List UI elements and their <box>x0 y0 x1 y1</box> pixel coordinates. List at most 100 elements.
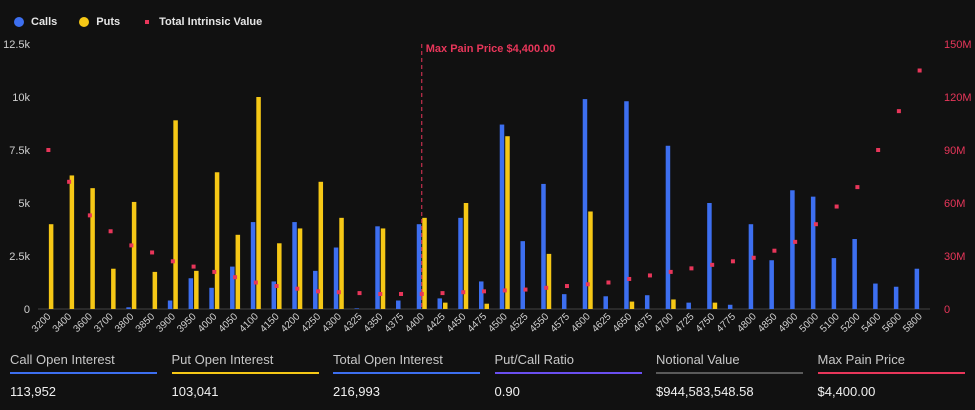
intrinsic-value-marker <box>606 280 611 285</box>
right-axis-tick-label: 60M <box>944 198 965 210</box>
put-bar <box>48 224 54 309</box>
stat-value: 0.90 <box>494 384 520 399</box>
stat-underline <box>494 372 642 374</box>
x-axis-tick-label: 4600 <box>569 311 593 335</box>
call-bar <box>541 183 546 309</box>
call-bar <box>665 145 671 309</box>
stat-label: Notional Value <box>656 352 740 367</box>
left-axis-tick-label: 5k <box>18 198 30 210</box>
put-bar <box>90 188 95 309</box>
x-axis-tick-label: 3850 <box>134 311 158 335</box>
intrinsic-value-marker <box>917 68 922 73</box>
stats-bar: Call Open Interest 113,952 Put Open Inte… <box>0 346 975 410</box>
intrinsic-value-marker <box>710 262 715 267</box>
stat-label: Total Open Interest <box>333 352 443 367</box>
x-axis-tick-label: 5100 <box>818 311 842 335</box>
put-bar <box>235 234 241 309</box>
legend-item-puts[interactable]: Puts <box>79 16 120 28</box>
x-axis-tick-label: 4625 <box>590 311 614 335</box>
put-bar <box>277 243 282 309</box>
stat-underline <box>656 372 803 374</box>
call-bar <box>479 281 484 309</box>
x-axis-tick-label: 4900 <box>777 311 801 335</box>
call-bar <box>313 270 318 309</box>
call-bar <box>769 260 774 309</box>
intrinsic-value-marker <box>502 288 507 293</box>
intrinsic-value-marker <box>896 109 901 114</box>
stat-underline <box>10 372 157 374</box>
put-bar <box>712 302 718 309</box>
puts-legend-marker <box>79 17 90 27</box>
stat-value: 103,041 <box>171 384 219 399</box>
legend-item-intrinsic-value[interactable]: Total Intrinsic Value <box>142 16 262 28</box>
max-pain-label: Max Pain Price $4,400.00 <box>426 43 556 55</box>
x-axis-tick-label: 4800 <box>735 311 759 335</box>
intrinsic-value-marker <box>564 284 569 289</box>
x-axis-tick-label: 4725 <box>673 311 697 335</box>
put-bar <box>214 172 220 309</box>
call-bar <box>520 241 525 309</box>
calls-legend-label: Calls <box>31 16 58 28</box>
stat-value: $944,583,548.58 <box>656 384 754 399</box>
call-bar <box>126 307 131 309</box>
x-axis-tick-label: 4850 <box>756 311 780 335</box>
intrinsic-value-marker <box>751 255 756 260</box>
right-axis-tick-label: 90M <box>944 145 965 157</box>
intrinsic-value-marker <box>233 275 238 280</box>
intrinsic-value-marker <box>253 280 258 285</box>
call-bar <box>561 294 567 309</box>
x-axis-tick-label: 4200 <box>279 311 303 335</box>
legend-item-calls[interactable]: Calls <box>14 16 57 28</box>
right-axis-tick-label: 120M <box>944 92 972 104</box>
call-bar <box>188 278 194 309</box>
put-bar <box>131 201 137 309</box>
put-bar <box>173 120 178 309</box>
call-bar <box>458 217 463 309</box>
x-axis-tick-label: 4100 <box>237 311 261 335</box>
intrinsic-value-marker <box>378 291 383 296</box>
intrinsic-legend-label: Total Intrinsic Value <box>159 16 263 28</box>
intrinsic-value-marker <box>46 148 51 152</box>
x-axis-tick-label: 4475 <box>466 311 490 335</box>
x-axis-tick-label: 4325 <box>341 311 365 335</box>
call-bar <box>354 308 360 309</box>
x-axis-tick-label: 4525 <box>507 311 531 335</box>
call-bar <box>914 268 920 309</box>
x-axis-tick-label: 5800 <box>901 311 925 335</box>
intrinsic-value-marker <box>461 290 466 295</box>
stat-underline <box>171 372 319 374</box>
intrinsic-value-marker <box>295 286 300 291</box>
stat-underline <box>333 372 480 374</box>
put-bar <box>671 299 676 309</box>
call-bar <box>209 287 214 309</box>
intrinsic-value-marker <box>793 239 798 244</box>
put-bar <box>297 228 303 309</box>
chart-legend: Calls Puts Total Intrinsic Value <box>14 12 262 32</box>
x-axis-tick-label: 4350 <box>362 311 386 335</box>
x-axis-tick-label: 3900 <box>154 311 178 335</box>
call-bar <box>603 296 608 309</box>
stat-label: Put/Call Ratio <box>494 352 574 367</box>
call-bar <box>727 304 733 309</box>
intrinsic-value-marker <box>399 291 404 296</box>
x-axis-tick-label: 4550 <box>528 311 552 335</box>
call-bar <box>686 302 691 309</box>
x-axis-tick-label: 4500 <box>486 311 510 335</box>
stat-total-open-interest: Total Open Interest 216,993 <box>323 346 485 410</box>
call-bar <box>582 99 588 310</box>
stat-max-pain-price: Max Pain Price $4,400.00 <box>808 346 970 410</box>
call-bar <box>499 124 505 309</box>
put-bar <box>339 217 344 309</box>
intrinsic-value-marker <box>523 287 528 292</box>
intrinsic-value-marker <box>274 284 279 289</box>
put-bar <box>588 211 593 309</box>
x-axis-tick-label: 5200 <box>839 311 863 335</box>
call-bar <box>831 258 837 309</box>
intrinsic-value-marker <box>87 213 92 218</box>
x-axis-tick-label: 4700 <box>652 311 676 335</box>
call-bar <box>790 190 795 309</box>
put-bar <box>69 175 75 309</box>
put-bar <box>443 302 448 309</box>
call-bar <box>396 300 401 309</box>
put-bar <box>111 268 116 309</box>
